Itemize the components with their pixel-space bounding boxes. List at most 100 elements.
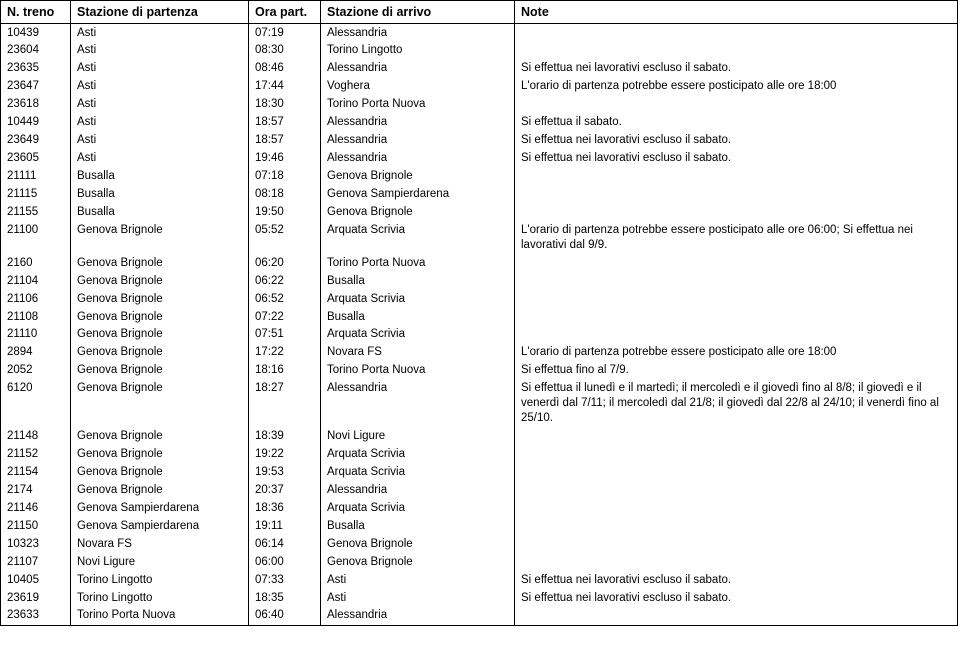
cell-arrivo: Novara FS: [321, 344, 515, 362]
cell-ora: 07:19: [249, 24, 321, 42]
cell-part: Genova Brignole: [71, 254, 249, 272]
cell-arrivo: Novi Ligure: [321, 428, 515, 446]
col-header-arrivo: Stazione di arrivo: [321, 1, 515, 24]
cell-treno: 6120: [1, 380, 71, 428]
cell-note: [515, 517, 958, 535]
cell-part: Asti: [71, 60, 249, 78]
cell-ora: 17:44: [249, 78, 321, 96]
cell-ora: 18:39: [249, 428, 321, 446]
cell-note: [515, 553, 958, 571]
cell-note: [515, 428, 958, 446]
cell-note: Si effettua fino al 7/9.: [515, 362, 958, 380]
cell-arrivo: Genova Brignole: [321, 553, 515, 571]
table-row: 21115Busalla08:18Genova Sampierdarena: [1, 185, 958, 203]
table-row: 23649Asti18:57AlessandriaSi effettua nei…: [1, 132, 958, 150]
cell-arrivo: Alessandria: [321, 60, 515, 78]
cell-note: [515, 24, 958, 42]
cell-note: [515, 96, 958, 114]
cell-ora: 19:11: [249, 517, 321, 535]
cell-note: [515, 42, 958, 60]
table-row: 23605Asti19:46AlessandriaSi effettua nei…: [1, 150, 958, 168]
table-row: 10405Torino Lingotto07:33AstiSi effettua…: [1, 571, 958, 589]
cell-part: Novi Ligure: [71, 553, 249, 571]
cell-treno: 21106: [1, 290, 71, 308]
cell-part: Genova Brignole: [71, 446, 249, 464]
cell-arrivo: Voghera: [321, 78, 515, 96]
table-row: 2174Genova Brignole20:37Alessandria: [1, 481, 958, 499]
cell-ora: 06:40: [249, 607, 321, 625]
cell-arrivo: Alessandria: [321, 481, 515, 499]
cell-treno: 23633: [1, 607, 71, 625]
table-row: 23635Asti08:46AlessandriaSi effettua nei…: [1, 60, 958, 78]
cell-part: Busalla: [71, 185, 249, 203]
table-row: 21154Genova Brignole19:53Arquata Scrivia: [1, 463, 958, 481]
cell-treno: 21108: [1, 308, 71, 326]
cell-part: Genova Brignole: [71, 463, 249, 481]
cell-ora: 19:46: [249, 150, 321, 168]
table-row: 21152Genova Brignole19:22Arquata Scrivia: [1, 446, 958, 464]
table-row: 21150Genova Sampierdarena19:11Busalla: [1, 517, 958, 535]
cell-note: [515, 272, 958, 290]
cell-ora: 07:51: [249, 326, 321, 344]
table-row: 2052Genova Brignole18:16Torino Porta Nuo…: [1, 362, 958, 380]
cell-part: Genova Brignole: [71, 344, 249, 362]
cell-part: Asti: [71, 132, 249, 150]
cell-arrivo: Arquata Scrivia: [321, 326, 515, 344]
cell-arrivo: Arquata Scrivia: [321, 499, 515, 517]
cell-arrivo: Arquata Scrivia: [321, 446, 515, 464]
cell-part: Genova Sampierdarena: [71, 517, 249, 535]
cell-arrivo: Asti: [321, 571, 515, 589]
cell-note: Si effettua nei lavorativi escluso il sa…: [515, 132, 958, 150]
cell-note: Si effettua nei lavorativi escluso il sa…: [515, 589, 958, 607]
cell-ora: 19:22: [249, 446, 321, 464]
cell-treno: 23604: [1, 42, 71, 60]
cell-part: Genova Brignole: [71, 308, 249, 326]
cell-ora: 08:30: [249, 42, 321, 60]
cell-part: Genova Brignole: [71, 380, 249, 428]
cell-arrivo: Busalla: [321, 272, 515, 290]
cell-treno: 21100: [1, 221, 71, 254]
cell-note: Si effettua nei lavorativi escluso il sa…: [515, 150, 958, 168]
cell-ora: 19:50: [249, 203, 321, 221]
cell-ora: 07:33: [249, 571, 321, 589]
cell-treno: 2160: [1, 254, 71, 272]
cell-ora: 06:20: [249, 254, 321, 272]
cell-part: Asti: [71, 24, 249, 42]
table-row: 23633Torino Porta Nuova06:40Alessandria: [1, 607, 958, 625]
table-row: 21110Genova Brignole07:51Arquata Scrivia: [1, 326, 958, 344]
cell-part: Genova Brignole: [71, 221, 249, 254]
cell-treno: 2174: [1, 481, 71, 499]
cell-treno: 21146: [1, 499, 71, 517]
cell-treno: 21110: [1, 326, 71, 344]
cell-ora: 07:18: [249, 168, 321, 186]
cell-treno: 10439: [1, 24, 71, 42]
table-header-row: N. treno Stazione di partenza Ora part. …: [1, 1, 958, 24]
table-row: 21146Genova Sampierdarena18:36Arquata Sc…: [1, 499, 958, 517]
cell-part: Torino Lingotto: [71, 589, 249, 607]
cell-arrivo: Genova Sampierdarena: [321, 185, 515, 203]
col-header-note: Note: [515, 1, 958, 24]
cell-treno: 21150: [1, 517, 71, 535]
cell-note: Si effettua nei lavorativi escluso il sa…: [515, 60, 958, 78]
cell-note: [515, 203, 958, 221]
table-row: 21111Busalla07:18Genova Brignole: [1, 168, 958, 186]
cell-part: Torino Porta Nuova: [71, 607, 249, 625]
cell-part: Genova Brignole: [71, 481, 249, 499]
col-header-ora: Ora part.: [249, 1, 321, 24]
cell-ora: 18:36: [249, 499, 321, 517]
cell-ora: 06:22: [249, 272, 321, 290]
cell-treno: 10449: [1, 114, 71, 132]
cell-arrivo: Genova Brignole: [321, 535, 515, 553]
table-row: 21100Genova Brignole05:52Arquata Scrivia…: [1, 221, 958, 254]
cell-treno: 21104: [1, 272, 71, 290]
cell-arrivo: Arquata Scrivia: [321, 221, 515, 254]
table-row: 21155Busalla19:50Genova Brignole: [1, 203, 958, 221]
cell-ora: 06:00: [249, 553, 321, 571]
cell-treno: 21148: [1, 428, 71, 446]
cell-treno: 21107: [1, 553, 71, 571]
cell-ora: 06:14: [249, 535, 321, 553]
table-row: 10439Asti07:19Alessandria: [1, 24, 958, 42]
cell-ora: 19:53: [249, 463, 321, 481]
cell-treno: 23649: [1, 132, 71, 150]
table-row: 23647Asti17:44VogheraL'orario di partenz…: [1, 78, 958, 96]
